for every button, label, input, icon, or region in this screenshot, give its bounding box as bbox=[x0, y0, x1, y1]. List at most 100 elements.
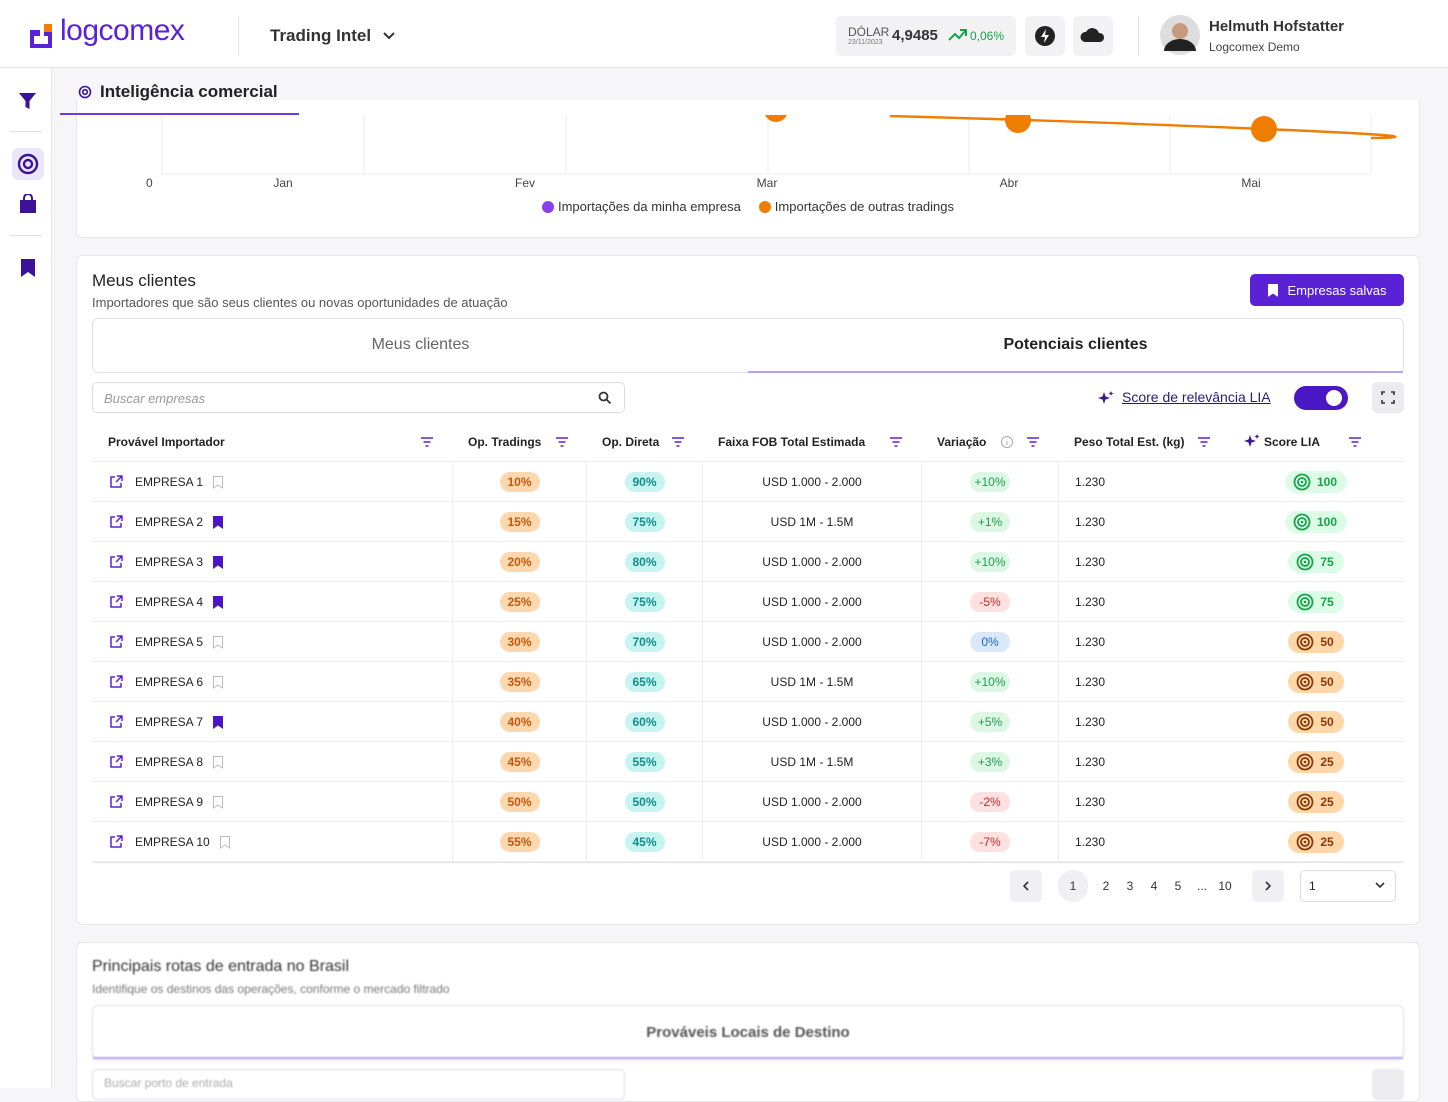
next-page[interactable] bbox=[1252, 870, 1284, 902]
table-cell: USD 1.000 - 2.000 bbox=[702, 702, 921, 742]
bookmark-saved[interactable] bbox=[213, 515, 224, 529]
open-link-icon[interactable] bbox=[109, 555, 123, 569]
score-value: 25 bbox=[1320, 755, 1334, 769]
page-number[interactable]: 4 bbox=[1150, 879, 1158, 893]
company-name[interactable]: EMPRESA 8 bbox=[135, 755, 204, 769]
company-name[interactable]: EMPRESA 5 bbox=[135, 635, 204, 649]
table-cell: 75% bbox=[586, 582, 702, 622]
client-tab[interactable]: Meus clientes bbox=[371, 336, 470, 353]
page-number[interactable]: ... bbox=[1196, 879, 1207, 893]
column-header: Score LIA bbox=[1264, 435, 1321, 449]
bookmark-saved[interactable] bbox=[213, 595, 224, 609]
table-row: EMPRESA 5 30% 70% USD 1.000 - 2.000 0% 1.230 5… bbox=[92, 622, 1404, 662]
column-filter[interactable] bbox=[420, 436, 434, 448]
company-name[interactable]: EMPRESA 10 bbox=[135, 835, 210, 849]
logo[interactable]: logcomex bbox=[60, 14, 185, 47]
op-direta-badge: 55% bbox=[624, 752, 665, 772]
page-number[interactable]: 2 bbox=[1102, 879, 1110, 893]
open-link-icon[interactable] bbox=[109, 515, 123, 529]
table-cell: 1.230 bbox=[1058, 782, 1228, 822]
score-toggle-label[interactable]: Score de relevância LIA bbox=[1122, 389, 1271, 405]
score-badge: 25 bbox=[1288, 831, 1344, 853]
column-filter[interactable] bbox=[1026, 436, 1040, 448]
expand-button[interactable] bbox=[1372, 382, 1404, 413]
bolt-button[interactable] bbox=[1025, 16, 1065, 56]
client-tab[interactable]: Potenciais clientes bbox=[1003, 336, 1148, 353]
bookmark-empty[interactable] bbox=[213, 795, 224, 809]
bookmark-saved[interactable] bbox=[213, 555, 224, 569]
filter-nav[interactable] bbox=[18, 92, 38, 110]
legend-item[interactable]: Importações da minha empresa bbox=[541, 199, 741, 214]
company-name[interactable]: EMPRESA 4 bbox=[135, 595, 204, 609]
page-number[interactable]: 10 bbox=[1218, 879, 1232, 893]
company-name[interactable]: EMPRESA 6 bbox=[135, 675, 204, 689]
routes-tab[interactable]: Prováveis Locais de Destino bbox=[646, 1024, 850, 1041]
variation-badge: +10% bbox=[970, 472, 1010, 492]
chevron[interactable] bbox=[382, 30, 396, 42]
open-link-icon[interactable] bbox=[109, 595, 123, 609]
page-number[interactable]: 5 bbox=[1174, 879, 1182, 893]
score-badge: 25 bbox=[1288, 751, 1344, 773]
open-link-icon[interactable] bbox=[109, 755, 123, 769]
tab-underline bbox=[748, 371, 1403, 373]
search-box[interactable]: Buscar empresas bbox=[92, 382, 625, 413]
bookmark-empty[interactable] bbox=[213, 475, 224, 489]
column-filter[interactable] bbox=[555, 436, 569, 448]
company-name[interactable]: EMPRESA 7 bbox=[135, 715, 204, 729]
page-tab[interactable]: Inteligência comercial bbox=[100, 82, 278, 101]
avatar[interactable] bbox=[1160, 15, 1200, 55]
fob-range: USD 1.000 - 2.000 bbox=[762, 715, 862, 729]
op-tradings-badge: 50% bbox=[499, 792, 540, 812]
toggle[interactable] bbox=[1294, 386, 1348, 410]
search-box[interactable]: Buscar porto de entrada bbox=[92, 1069, 625, 1100]
table-cell: 25% bbox=[452, 582, 586, 622]
weight: 1.230 bbox=[1075, 555, 1106, 569]
open-link-icon[interactable] bbox=[109, 835, 123, 849]
prev-page[interactable] bbox=[1010, 870, 1042, 902]
open-link-icon[interactable] bbox=[109, 475, 123, 489]
saved-button[interactable]: Empresas salvas bbox=[1250, 274, 1404, 306]
company-name[interactable]: EMPRESA 1 bbox=[135, 475, 204, 489]
search-icon bbox=[598, 391, 612, 405]
open-link-icon[interactable] bbox=[109, 795, 123, 809]
search-placeholder: Buscar porto de entrada bbox=[104, 1076, 233, 1090]
table-cell: EMPRESA 4 bbox=[92, 582, 452, 622]
table-cell: USD 1.000 - 2.000 bbox=[702, 822, 921, 862]
open-link-icon[interactable] bbox=[109, 635, 123, 649]
open-link-icon[interactable] bbox=[109, 675, 123, 689]
bookmark-saved[interactable] bbox=[213, 715, 224, 729]
score-value: 25 bbox=[1320, 795, 1334, 809]
bookmark-empty[interactable] bbox=[213, 675, 224, 689]
table-cell: USD 1M - 1.5M bbox=[702, 662, 921, 702]
column-filter[interactable] bbox=[889, 436, 903, 448]
bookmark-empty[interactable] bbox=[219, 835, 230, 849]
variation-badge: +10% bbox=[970, 552, 1010, 572]
column-filter[interactable] bbox=[1348, 436, 1362, 448]
legend-item[interactable]: Importações de outras tradings bbox=[758, 199, 954, 214]
bag-nav[interactable] bbox=[19, 194, 37, 214]
info-icon bbox=[1000, 435, 1014, 449]
bookmark-empty[interactable] bbox=[213, 755, 224, 769]
page-number[interactable]: 3 bbox=[1126, 879, 1134, 893]
module-name[interactable]: Trading Intel bbox=[270, 26, 372, 45]
cloud-button[interactable] bbox=[1073, 16, 1113, 56]
bookmark-empty[interactable] bbox=[213, 635, 224, 649]
page-select[interactable]: 1 bbox=[1300, 870, 1396, 902]
company-name[interactable]: EMPRESA 9 bbox=[135, 795, 204, 809]
open-link-icon[interactable] bbox=[109, 715, 123, 729]
table-row: EMPRESA 3 20% 80% USD 1.000 - 2.000 +10% 1.23… bbox=[92, 542, 1404, 582]
table-cell: -5% bbox=[921, 582, 1058, 622]
table-cell: +10% bbox=[921, 542, 1058, 582]
table-row: EMPRESA 4 25% 75% USD 1.000 - 2.000 -5% 1.230… bbox=[92, 582, 1404, 622]
company-name[interactable]: EMPRESA 3 bbox=[135, 555, 204, 569]
bookmark-nav[interactable] bbox=[20, 258, 36, 278]
column-filter[interactable] bbox=[671, 436, 685, 448]
user-name: Helmuth Hofstatter bbox=[1209, 18, 1345, 35]
company-name[interactable]: EMPRESA 2 bbox=[135, 515, 204, 529]
column-filter[interactable] bbox=[1197, 436, 1211, 448]
intel-nav[interactable] bbox=[12, 148, 44, 180]
score-icon bbox=[1296, 553, 1314, 571]
table-cell: 30% bbox=[452, 622, 586, 662]
page-number[interactable]: 1 bbox=[1058, 870, 1088, 902]
expand-button[interactable] bbox=[1372, 1069, 1404, 1100]
